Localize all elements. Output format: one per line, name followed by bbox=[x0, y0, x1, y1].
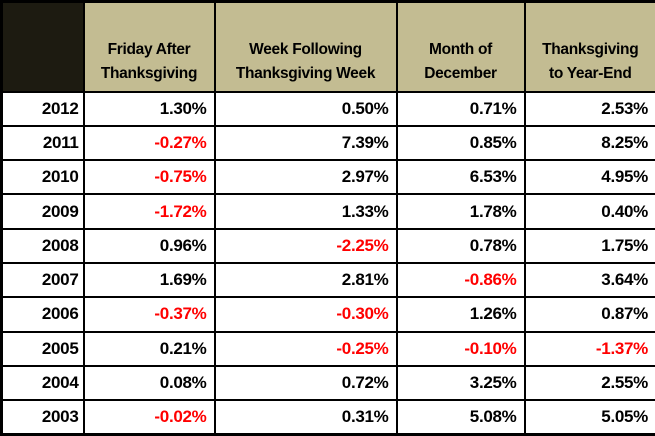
header-line-1: Week Following bbox=[249, 40, 362, 58]
value-cell: 0.50% bbox=[213, 90, 398, 127]
value-cell: 0.96% bbox=[82, 227, 216, 264]
table-row-2006: 2006 -0.37% -0.30% 1.26% 0.87% bbox=[0, 296, 655, 333]
table-row-2010: 2010 -0.75% 2.97% 6.53% 4.95% bbox=[0, 159, 655, 196]
value-cell: -1.72% bbox=[82, 193, 216, 230]
year-cell: 2006 bbox=[0, 296, 85, 333]
value-cell: 0.78% bbox=[395, 227, 526, 264]
value-cell: -0.75% bbox=[82, 159, 216, 196]
value-cell: 1.26% bbox=[395, 296, 526, 333]
corner-cell bbox=[0, 0, 85, 93]
value-cell: 0.85% bbox=[395, 124, 526, 162]
table-row-2011: 2011 -0.27% 7.39% 0.85% 8.25% bbox=[0, 124, 655, 162]
table-header: Friday After Thanksgiving Week Following… bbox=[0, 0, 655, 93]
value-cell: 0.31% bbox=[213, 399, 398, 436]
header-line-2: Thanksgiving bbox=[100, 64, 198, 82]
col-header-friday-after-thanksgiving: Friday After Thanksgiving bbox=[82, 0, 216, 93]
year-cell: 2004 bbox=[0, 364, 85, 402]
value-cell: -0.37% bbox=[82, 296, 216, 333]
header-line-1: Friday After bbox=[107, 40, 191, 58]
value-cell: 8.25% bbox=[523, 124, 655, 162]
value-cell: -0.10% bbox=[395, 330, 526, 367]
value-cell: 1.30% bbox=[82, 90, 216, 127]
header-line-2: Thanksgiving Week bbox=[235, 64, 376, 82]
value-cell: 7.39% bbox=[213, 124, 398, 162]
value-cell: 1.69% bbox=[82, 261, 216, 299]
value-cell: 0.87% bbox=[523, 296, 655, 333]
value-cell: 6.53% bbox=[395, 159, 526, 196]
header-row: Friday After Thanksgiving Week Following… bbox=[0, 0, 655, 93]
year-cell: 2010 bbox=[0, 159, 85, 196]
table-row-2012: 2012 1.30% 0.50% 0.71% 2.53% bbox=[0, 90, 655, 127]
value-cell: -1.37% bbox=[523, 330, 655, 367]
year-cell: 2008 bbox=[0, 227, 85, 264]
value-cell: 1.78% bbox=[395, 193, 526, 230]
value-cell: 2.55% bbox=[523, 364, 655, 402]
value-cell: 0.72% bbox=[213, 364, 398, 402]
value-cell: 2.97% bbox=[213, 159, 398, 196]
table-row-2004: 2004 0.08% 0.72% 3.25% 2.55% bbox=[0, 364, 655, 402]
table-body: 2012 1.30% 0.50% 0.71% 2.53% 2011 -0.27%… bbox=[0, 90, 655, 436]
year-cell: 2009 bbox=[0, 193, 85, 230]
header-line-1: Thanksgiving bbox=[542, 40, 639, 58]
value-cell: 0.08% bbox=[82, 364, 216, 402]
value-cell: 5.08% bbox=[395, 399, 526, 436]
col-header-week-following-thanksgiving-week: Week Following Thanksgiving Week bbox=[213, 0, 398, 93]
value-cell: 1.75% bbox=[523, 227, 655, 264]
year-cell: 2012 bbox=[0, 90, 85, 127]
value-cell: -2.25% bbox=[213, 227, 398, 264]
value-cell: -0.86% bbox=[395, 261, 526, 299]
table-row-2009: 2009 -1.72% 1.33% 1.78% 0.40% bbox=[0, 193, 655, 230]
header-line-1: Month of bbox=[428, 40, 492, 58]
value-cell: -0.02% bbox=[82, 399, 216, 436]
value-cell: -0.25% bbox=[213, 330, 398, 367]
year-cell: 2007 bbox=[0, 261, 85, 299]
year-cell: 2003 bbox=[0, 399, 85, 436]
value-cell: 4.95% bbox=[523, 159, 655, 196]
value-cell: 0.21% bbox=[82, 330, 216, 367]
col-header-month-of-december: Month of December bbox=[395, 0, 526, 93]
value-cell: 3.25% bbox=[395, 364, 526, 402]
value-cell: 1.33% bbox=[213, 193, 398, 230]
value-cell: 2.53% bbox=[523, 90, 655, 127]
year-cell: 2005 bbox=[0, 330, 85, 367]
table-row-2007: 2007 1.69% 2.81% -0.86% 3.64% bbox=[0, 261, 655, 299]
table-row-2003: 2003 -0.02% 0.31% 5.08% 5.05% bbox=[0, 399, 655, 436]
table-row-2005: 2005 0.21% -0.25% -0.10% -1.37% bbox=[0, 330, 655, 367]
year-cell: 2011 bbox=[0, 124, 85, 162]
value-cell: 3.64% bbox=[523, 261, 655, 299]
col-header-thanksgiving-to-year-end: Thanksgiving to Year-End bbox=[523, 0, 655, 93]
value-cell: 2.81% bbox=[213, 261, 398, 299]
table-row-2008: 2008 0.96% -2.25% 0.78% 1.75% bbox=[0, 227, 655, 264]
value-cell: -0.30% bbox=[213, 296, 398, 333]
value-cell: -0.27% bbox=[82, 124, 216, 162]
header-line-2: to Year-End bbox=[548, 64, 632, 82]
value-cell: 0.40% bbox=[523, 193, 655, 230]
header-line-2: December bbox=[424, 64, 497, 82]
value-cell: 0.71% bbox=[395, 90, 526, 127]
value-cell: 5.05% bbox=[523, 399, 655, 436]
